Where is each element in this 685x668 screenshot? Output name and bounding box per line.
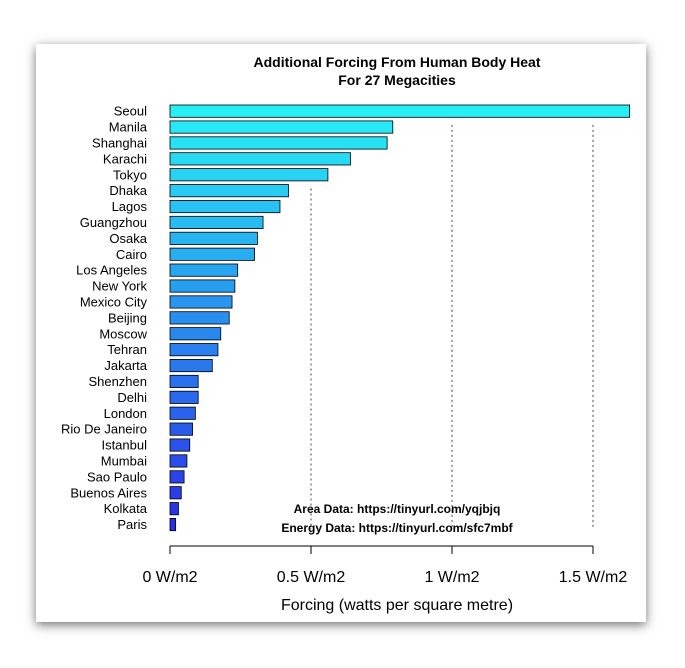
category-label: Seoul (114, 104, 147, 119)
chart-title-line-1: Additional Forcing From Human Body Heat (253, 54, 540, 70)
x-axis-label: Forcing (watts per square metre) (281, 597, 513, 614)
bar (169, 422, 193, 436)
category-labels: SeoulManilaShanghaiKarachiTokyoDhakaLago… (61, 104, 148, 532)
category-label: Sao Paulo (87, 469, 147, 484)
bar (169, 247, 255, 261)
category-label: Tokyo (113, 167, 147, 182)
chart-card: Additional Forcing From Human Body Heat … (36, 44, 646, 622)
area-data-annotation: Area Data: https://tinyurl.com/yqjbjq (294, 502, 501, 516)
source-annotations: Area Data: https://tinyurl.com/yqjbjq En… (281, 502, 513, 535)
category-label: Guangzhou (80, 215, 147, 230)
bar (169, 215, 264, 230)
bar (169, 120, 394, 134)
category-label: Delhi (117, 390, 147, 405)
x-tick-label: 1.5 W/m2 (559, 569, 628, 586)
category-label: Manila (109, 120, 148, 135)
category-label: Shenzhen (88, 374, 147, 389)
category-label: Buenos Aires (70, 485, 147, 500)
chart-title-line-2: For 27 Megacities (338, 72, 456, 88)
bar (169, 311, 230, 325)
bar (169, 136, 388, 150)
bar (169, 184, 289, 198)
reference-lines (310, 124, 594, 529)
category-label: Moscow (99, 326, 147, 341)
bar (169, 454, 188, 468)
category-label: Istanbul (101, 438, 147, 453)
bar-chart: Additional Forcing From Human Body Heat … (61, 54, 631, 614)
bar (169, 390, 199, 404)
category-label: Beijing (108, 310, 147, 325)
category-label: Jakarta (104, 358, 147, 373)
category-label: Kolkata (104, 501, 148, 516)
category-label: Cairo (116, 247, 147, 262)
x-axis: 0 W/m2 0.5 W/m2 1 W/m2 1.5 W/m2 (142, 545, 628, 586)
bar (169, 517, 177, 532)
category-label: Dhaka (109, 183, 147, 198)
bar (169, 279, 236, 293)
bar (169, 406, 196, 420)
category-label: London (104, 406, 147, 421)
category-label: New York (92, 279, 147, 294)
bar (169, 104, 631, 118)
x-tick-label: 0 W/m2 (142, 569, 197, 586)
category-label: Rio De Janeiro (61, 422, 147, 437)
category-label: Karachi (103, 151, 147, 166)
bar (169, 343, 219, 357)
category-label: Los Angeles (76, 263, 147, 278)
category-label: Paris (117, 517, 147, 532)
category-label: Mexico City (80, 294, 148, 309)
x-tick-label: 0.5 W/m2 (277, 569, 346, 586)
bar-series (169, 104, 631, 532)
bar (169, 263, 239, 277)
bar (169, 374, 199, 388)
bar (169, 470, 185, 484)
category-label: Lagos (112, 199, 148, 214)
bar (169, 168, 329, 182)
x-tick-label: 1 W/m2 (424, 569, 479, 586)
bar (169, 358, 213, 373)
bar (169, 502, 179, 516)
bar (169, 199, 281, 214)
bar (169, 486, 182, 500)
bar (169, 327, 222, 341)
chart-title: Additional Forcing From Human Body Heat … (253, 54, 540, 88)
bar (169, 152, 351, 166)
category-label: Mumbai (101, 453, 147, 468)
bar (169, 295, 233, 309)
energy-data-annotation: Energy Data: https://tinyurl.com/sfc7mbf (281, 521, 513, 535)
bar (169, 231, 258, 245)
category-label: Shanghai (92, 135, 147, 150)
category-label: Tehran (107, 342, 147, 357)
category-label: Osaka (109, 231, 147, 246)
bar (169, 438, 191, 452)
